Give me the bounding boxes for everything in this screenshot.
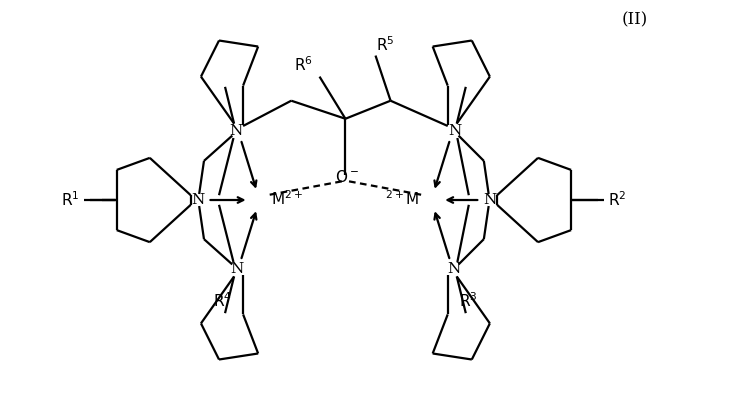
Text: $\mathrm{R^2}$: $\mathrm{R^2}$ — [609, 191, 627, 209]
Text: $\mathrm{O}^-$: $\mathrm{O}^-$ — [335, 169, 358, 185]
Text: N: N — [448, 124, 462, 138]
Text: N: N — [230, 262, 244, 276]
Text: $\mathrm{R^5}$: $\mathrm{R^5}$ — [376, 35, 395, 54]
Text: $\mathrm{R^1}$: $\mathrm{R^1}$ — [61, 191, 80, 209]
Text: N: N — [484, 193, 496, 207]
Text: $\mathrm{R^4}$: $\mathrm{R^4}$ — [212, 291, 232, 310]
Text: $\mathrm{M^{2+}}$: $\mathrm{M^{2+}}$ — [271, 190, 303, 208]
Text: N: N — [191, 193, 205, 207]
Text: $\mathrm{R^3}$: $\mathrm{R^3}$ — [460, 291, 478, 310]
Text: N: N — [447, 262, 460, 276]
Text: $\mathrm{R^6}$: $\mathrm{R^6}$ — [294, 55, 313, 74]
Text: $\mathrm{^{2+}M}$: $\mathrm{^{2+}M}$ — [385, 190, 419, 208]
Text: (II): (II) — [621, 11, 647, 28]
Text: N: N — [229, 124, 243, 138]
